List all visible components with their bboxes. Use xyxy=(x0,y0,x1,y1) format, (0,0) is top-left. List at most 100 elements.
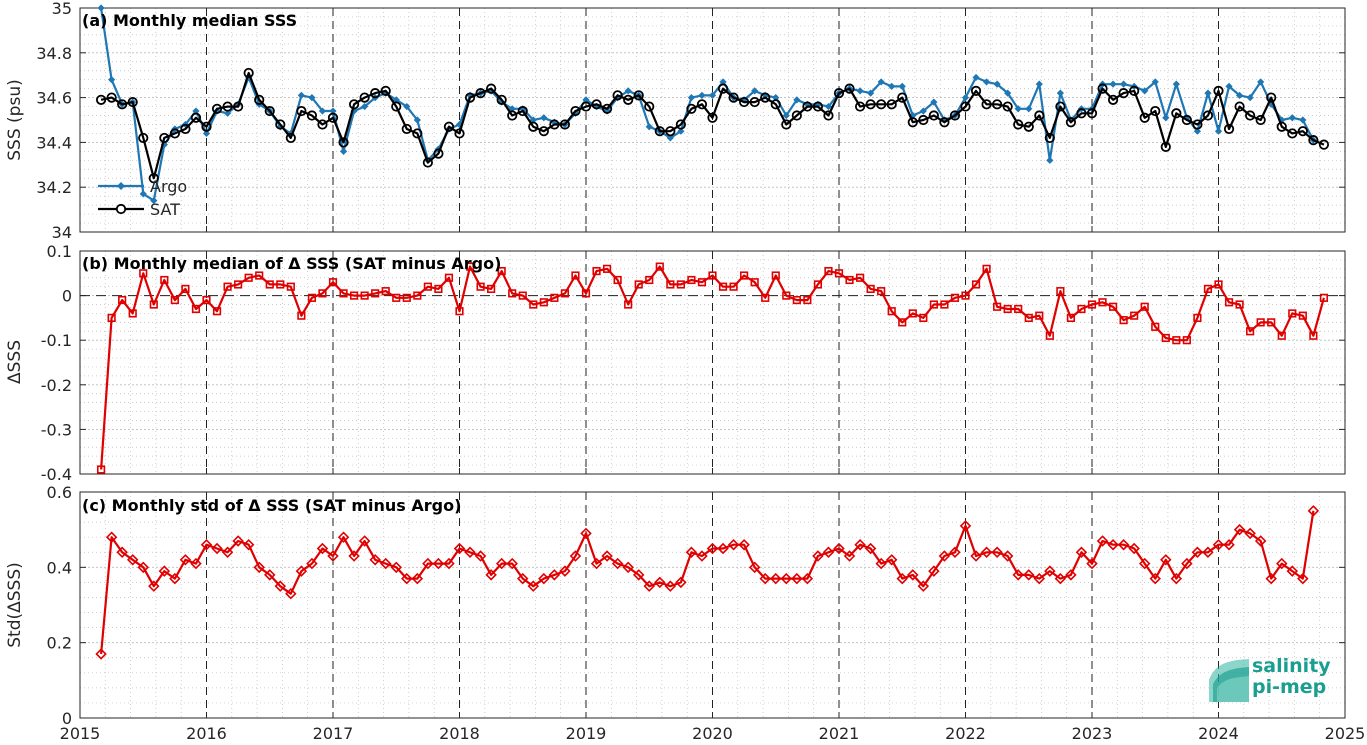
delta-std-point xyxy=(896,572,908,585)
y-tick-label: -0.3 xyxy=(41,420,72,439)
delta-median-point xyxy=(255,271,264,280)
sat-point xyxy=(201,121,212,132)
sat-point xyxy=(507,110,518,121)
argo-point xyxy=(1214,127,1223,135)
delta-median-point xyxy=(476,282,485,291)
delta-median-point xyxy=(729,282,738,291)
delta-std-point xyxy=(242,539,255,551)
delta-std-point xyxy=(105,531,118,543)
delta-median-point xyxy=(908,309,917,318)
sat-point xyxy=(117,99,128,110)
delta-std-point xyxy=(548,569,561,581)
sat-point xyxy=(1034,110,1045,121)
delta-median-point xyxy=(1035,311,1044,320)
delta-std-point xyxy=(843,550,856,562)
sat-point xyxy=(1171,108,1182,119)
sat-point xyxy=(854,101,866,112)
delta-median-point xyxy=(434,284,443,294)
delta-median-point xyxy=(371,289,380,298)
delta-median-point xyxy=(655,262,664,271)
sat-point xyxy=(675,119,686,130)
sat-point xyxy=(433,148,444,159)
y-tick-label: 0 xyxy=(62,709,72,728)
delta-std-point xyxy=(833,542,845,555)
argo-point xyxy=(1278,116,1286,124)
x-tick-label: 2022 xyxy=(945,724,986,743)
delta-median-point xyxy=(940,300,949,309)
delta-median-point xyxy=(845,275,854,285)
delta-std-point xyxy=(1244,527,1256,540)
delta-median-point xyxy=(761,293,770,302)
argo-point xyxy=(698,91,706,99)
delta-std-point xyxy=(306,557,318,570)
y-tick-label: -0.4 xyxy=(41,465,72,484)
delta-median-point xyxy=(1172,336,1181,345)
sat-point xyxy=(717,83,729,94)
argo-point xyxy=(898,82,906,90)
delta-std-point xyxy=(917,580,930,592)
delta-median-point xyxy=(423,282,432,291)
sat-point xyxy=(1234,101,1245,112)
sat-point xyxy=(1213,85,1224,96)
delta-median-point xyxy=(877,287,886,296)
delta-std-point xyxy=(875,557,887,570)
sat-point xyxy=(601,103,613,114)
sat-point xyxy=(180,123,191,135)
delta-std-point xyxy=(495,557,508,570)
argo-point xyxy=(1257,78,1265,86)
delta-median-point xyxy=(170,295,179,305)
sat-point xyxy=(169,128,180,139)
delta-std-point xyxy=(527,580,540,592)
delta-std-point xyxy=(717,542,729,555)
sat-point xyxy=(1266,92,1277,103)
argo-point xyxy=(339,147,348,155)
delta-median-point xyxy=(455,307,464,316)
delta-std-point xyxy=(274,580,287,592)
argo-point xyxy=(529,116,537,124)
y-tick-label: 0 xyxy=(62,287,72,306)
argo-point xyxy=(888,82,896,90)
sat-point xyxy=(275,119,286,130)
delta-median-point xyxy=(1246,327,1255,336)
delta-median-point xyxy=(1298,311,1307,320)
sat-point xyxy=(580,101,592,112)
delta-median-point xyxy=(1161,333,1170,343)
argo-point xyxy=(1014,105,1022,113)
argo-point xyxy=(1035,80,1043,88)
delta-median-point xyxy=(687,275,696,285)
sat-point xyxy=(823,110,834,121)
argo-point xyxy=(498,98,506,106)
sat-point xyxy=(1013,119,1024,130)
delta-median-point xyxy=(139,269,148,278)
delta-std-point xyxy=(1128,542,1140,555)
delta-std-point xyxy=(1181,557,1193,570)
delta-median-point xyxy=(1014,304,1023,314)
delta-std-point xyxy=(928,565,940,577)
delta-std-point xyxy=(179,554,192,566)
delta-median-point xyxy=(1045,331,1054,340)
argo-point xyxy=(993,80,1001,88)
delta-median-point xyxy=(107,313,116,323)
delta-std-point xyxy=(1223,539,1235,551)
legend-argo-marker xyxy=(117,182,125,190)
sat-point xyxy=(233,101,244,112)
argo-point xyxy=(687,94,696,102)
delta-std-point xyxy=(190,557,202,570)
delta-std-point xyxy=(464,546,476,558)
sat-point xyxy=(254,94,265,105)
panel-c-title: (c) Monthly std of Δ SSS (SAT minus Argo… xyxy=(82,496,461,515)
sat-point xyxy=(422,157,433,168)
argo-point xyxy=(624,87,632,95)
sat-point xyxy=(1202,110,1214,121)
sat-point xyxy=(897,92,908,103)
sat-point xyxy=(1002,101,1013,112)
delta-median-point xyxy=(118,295,127,305)
delta-median-point xyxy=(1056,287,1065,296)
delta-median-point xyxy=(1224,298,1234,307)
sat-point xyxy=(211,103,223,114)
argo-point xyxy=(972,73,980,82)
x-tick-label: 2021 xyxy=(819,724,860,743)
sat-point xyxy=(791,110,802,121)
panel-c-std-delta-sss: 0 0.2 0.4 0.6 2015 2016 2017 2018 2019 2020 2021 20… xyxy=(47,483,1366,743)
delta-std-point xyxy=(801,572,814,585)
